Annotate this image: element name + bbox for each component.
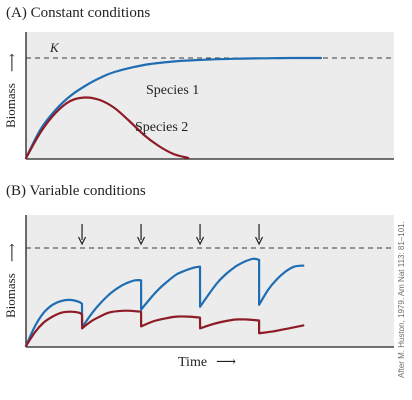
panel-a-background xyxy=(26,32,394,159)
disturbance-arrow-head xyxy=(78,236,87,246)
x-axis-label: Time xyxy=(178,355,207,370)
disturbance-arrow-head xyxy=(196,236,205,246)
panel-a-series-species-2 xyxy=(24,96,190,160)
panel-a-y-label-text: Biomass xyxy=(3,83,18,128)
panel-a-title: (A) Constant conditions xyxy=(6,5,150,21)
disturbance-arrows xyxy=(78,224,264,246)
disturbance-arrow-head xyxy=(255,236,264,246)
panel-b-series-species-2 xyxy=(24,309,305,348)
panel-b-series-species-1 xyxy=(24,257,305,348)
panel-b-y-label-text: Biomass xyxy=(3,273,18,318)
panel-a-series-species-1 xyxy=(24,56,323,160)
panel-b-y-label: Biomass ⟶ xyxy=(3,243,19,318)
k-label: K xyxy=(49,40,60,55)
disturbance-arrow-head xyxy=(137,236,146,246)
credit-text: After M. Huston, 1979. Am Nat 113: 81–10… xyxy=(397,221,406,378)
panel-a-y-arrow: ⟶ xyxy=(4,53,19,72)
species-1-label: Species 1 xyxy=(146,83,199,98)
panel-b-y-arrow: ⟶ xyxy=(4,243,19,262)
species-2-label: Species 2 xyxy=(135,120,188,135)
credit-line: After M. Huston, 1979. Am Nat 113: 81–10… xyxy=(397,221,406,378)
x-axis-arrow: ⟶ xyxy=(216,355,236,370)
panel-b-title: (B) Variable conditions xyxy=(6,183,146,199)
panel-a-y-label: Biomass ⟶ xyxy=(3,53,19,128)
